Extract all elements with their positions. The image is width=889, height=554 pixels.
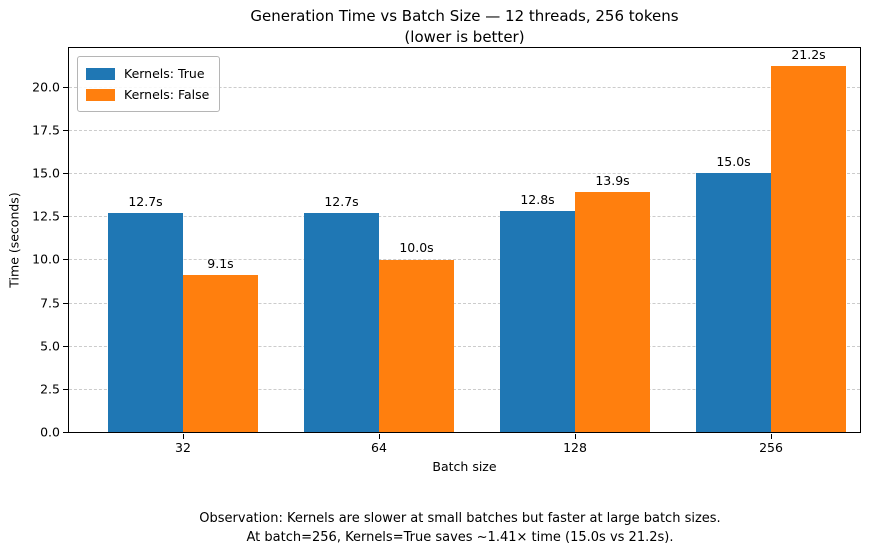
y-axis-label: Time (seconds): [6, 192, 22, 288]
y-tick-label: 7.5: [40, 295, 60, 311]
chart-title-line2: (lower is better): [404, 28, 525, 46]
legend-swatch-false: [86, 88, 115, 101]
x-axis-label: Batch size: [432, 459, 497, 474]
bar-value-label: 15.0s: [716, 154, 751, 170]
x-tick-mark: [771, 434, 772, 439]
gridline: [69, 345, 860, 347]
gridline: [69, 216, 860, 218]
legend-swatch-true: [86, 67, 115, 80]
observation-line1: Observation: Kernels are slower at small…: [199, 511, 721, 526]
y-tick-mark: [63, 302, 68, 304]
bar-kernels-true-batch-256: [696, 173, 771, 432]
bar-value-label: 21.2s: [791, 47, 826, 63]
bar-value-label: 12.7s: [324, 193, 359, 209]
legend-item-kernels-true: Kernels: True: [86, 63, 209, 84]
y-tick-mark: [63, 173, 68, 175]
bar-value-label: 13.9s: [595, 173, 630, 189]
y-tick-mark: [63, 388, 68, 390]
chart-title: Generation Time vs Batch Size — 12 threa…: [68, 6, 861, 48]
observation-note: Observation: Kernels are slower at small…: [30, 509, 889, 547]
y-tick-mark: [63, 130, 68, 132]
y-tick-label: 15.0: [32, 165, 60, 181]
y-tick-mark: [63, 432, 68, 433]
gridline: [69, 86, 860, 88]
gridline: [69, 259, 860, 261]
x-tick-label: 64: [371, 440, 387, 455]
chart-title-line1: Generation Time vs Batch Size — 12 threa…: [250, 7, 679, 25]
legend: Kernels: True Kernels: False: [77, 56, 221, 112]
legend-item-kernels-false: Kernels: False: [86, 84, 209, 105]
bar-value-label: 12.7s: [128, 193, 163, 209]
y-tick-label: 10.0: [32, 251, 60, 267]
bar-value-label: 9.1s: [207, 256, 234, 272]
y-tick-mark: [63, 345, 68, 347]
plot-area: 12.7s 12.7s 12.8s 15.0s 9.1s 10.0s 13.9s 21.2s …: [32, 47, 861, 455]
x-tick-label: 32: [175, 440, 191, 455]
bar-kernels-false-batch-128: [575, 192, 650, 432]
x-tick-mark: [575, 434, 576, 439]
bar-kernels-true-batch-128: [500, 211, 575, 432]
y-tick-mark: [63, 86, 68, 88]
y-tick-label: 2.5: [40, 381, 60, 397]
gridline: [69, 130, 860, 132]
bar-kernels-true-batch-32: [108, 212, 183, 432]
bar-value-label: 10.0s: [399, 240, 434, 256]
bar-kernels-false-batch-256: [771, 66, 846, 432]
bar-kernels-true-batch-64: [304, 212, 379, 432]
y-tick-label: 17.5: [32, 122, 60, 138]
y-tick-mark: [63, 259, 68, 261]
bar-kernels-false-batch-64: [379, 259, 454, 432]
gridline: [69, 173, 860, 175]
legend-label-false: Kernels: False: [124, 87, 210, 102]
y-tick-label: 12.5: [32, 208, 60, 224]
legend-label-true: Kernels: True: [124, 66, 205, 81]
y-tick-mark: [63, 216, 68, 218]
y-tick-label: 5.0: [40, 338, 60, 354]
y-tick-label: 0.0: [40, 424, 60, 440]
y-tick-label: 20.0: [32, 79, 60, 95]
gridline: [69, 388, 860, 390]
bar-kernels-false-batch-32: [183, 275, 258, 432]
x-tick-label: 128: [563, 440, 587, 455]
x-tick-mark: [183, 434, 184, 439]
gridline: [69, 302, 860, 304]
bar-value-label: 12.8s: [520, 192, 555, 208]
x-tick-mark: [379, 434, 380, 439]
observation-line2: At batch=256, Kernels=True saves ~1.41× …: [246, 530, 674, 545]
x-tick-label: 256: [759, 440, 783, 455]
